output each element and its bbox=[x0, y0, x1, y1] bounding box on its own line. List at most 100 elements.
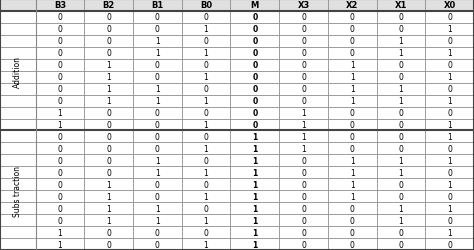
Bar bbox=[376, 202, 425, 214]
Bar bbox=[328, 0, 376, 12]
Text: 0: 0 bbox=[252, 49, 257, 58]
Text: 0: 0 bbox=[399, 180, 403, 189]
Bar bbox=[36, 36, 84, 48]
Bar bbox=[36, 12, 84, 24]
Bar bbox=[182, 95, 230, 107]
Text: X3: X3 bbox=[297, 2, 310, 11]
Bar bbox=[0, 107, 36, 119]
Text: 0: 0 bbox=[252, 14, 257, 22]
Bar bbox=[36, 48, 84, 60]
Text: 0: 0 bbox=[301, 204, 306, 213]
Text: 0: 0 bbox=[57, 132, 63, 141]
Bar bbox=[376, 24, 425, 36]
Text: 0: 0 bbox=[204, 228, 209, 236]
Bar bbox=[376, 214, 425, 226]
Bar bbox=[133, 178, 182, 190]
Bar bbox=[279, 60, 328, 72]
Text: 1: 1 bbox=[252, 156, 257, 165]
Bar bbox=[182, 12, 230, 24]
Bar bbox=[279, 167, 328, 178]
Bar bbox=[425, 60, 474, 72]
Bar bbox=[425, 131, 474, 143]
Text: 0: 0 bbox=[301, 14, 306, 22]
Text: 1: 1 bbox=[106, 97, 111, 106]
Bar bbox=[328, 202, 376, 214]
Text: 0: 0 bbox=[399, 132, 403, 141]
Text: B3: B3 bbox=[54, 2, 66, 11]
Text: 0: 0 bbox=[155, 61, 160, 70]
Text: 1: 1 bbox=[204, 216, 209, 225]
Text: 1: 1 bbox=[155, 204, 160, 213]
Text: 0: 0 bbox=[155, 228, 160, 236]
Text: 1: 1 bbox=[350, 168, 355, 177]
Bar bbox=[0, 48, 36, 60]
Bar bbox=[425, 72, 474, 83]
Text: 1: 1 bbox=[106, 204, 111, 213]
Bar bbox=[36, 83, 84, 95]
Text: 1: 1 bbox=[252, 240, 257, 248]
Bar bbox=[376, 119, 425, 131]
Bar bbox=[425, 202, 474, 214]
Bar bbox=[84, 107, 133, 119]
Text: 0: 0 bbox=[399, 108, 403, 118]
Bar bbox=[84, 214, 133, 226]
Bar bbox=[36, 214, 84, 226]
Bar bbox=[425, 155, 474, 167]
Bar bbox=[279, 131, 328, 143]
Text: 0: 0 bbox=[57, 192, 63, 201]
Text: 0: 0 bbox=[57, 204, 63, 213]
Text: 1: 1 bbox=[57, 240, 62, 248]
Bar bbox=[328, 72, 376, 83]
Bar bbox=[133, 167, 182, 178]
Bar bbox=[376, 60, 425, 72]
Text: 0: 0 bbox=[399, 73, 403, 82]
Text: 0: 0 bbox=[155, 132, 160, 141]
Text: 1: 1 bbox=[252, 180, 257, 189]
Bar bbox=[0, 143, 36, 155]
Bar bbox=[84, 24, 133, 36]
Bar bbox=[133, 190, 182, 202]
Text: 0: 0 bbox=[252, 73, 257, 82]
Text: 0: 0 bbox=[106, 14, 111, 22]
Text: 1: 1 bbox=[399, 216, 403, 225]
Bar bbox=[182, 60, 230, 72]
Text: 0: 0 bbox=[350, 108, 355, 118]
Text: 1: 1 bbox=[204, 49, 209, 58]
Bar bbox=[133, 95, 182, 107]
Text: 0: 0 bbox=[447, 14, 452, 22]
Bar bbox=[279, 24, 328, 36]
Bar bbox=[0, 155, 36, 167]
Bar bbox=[328, 12, 376, 24]
Bar bbox=[279, 48, 328, 60]
Bar bbox=[279, 107, 328, 119]
Text: 1: 1 bbox=[399, 49, 403, 58]
Bar bbox=[279, 36, 328, 48]
Text: 0: 0 bbox=[301, 25, 306, 34]
Bar bbox=[230, 0, 279, 12]
Bar bbox=[425, 238, 474, 250]
Text: 0: 0 bbox=[57, 180, 63, 189]
Bar bbox=[0, 36, 36, 48]
Text: 0: 0 bbox=[447, 61, 452, 70]
Bar bbox=[36, 190, 84, 202]
Text: 1: 1 bbox=[447, 156, 452, 165]
Text: 1: 1 bbox=[447, 97, 452, 106]
Bar bbox=[133, 119, 182, 131]
Text: B1: B1 bbox=[151, 2, 164, 11]
Bar bbox=[133, 24, 182, 36]
Bar bbox=[133, 202, 182, 214]
Bar bbox=[230, 83, 279, 95]
Bar bbox=[84, 48, 133, 60]
Text: 0: 0 bbox=[350, 228, 355, 236]
Text: 0: 0 bbox=[301, 240, 306, 248]
Bar bbox=[36, 119, 84, 131]
Bar bbox=[84, 0, 133, 12]
Bar bbox=[425, 143, 474, 155]
Bar bbox=[36, 155, 84, 167]
Bar bbox=[230, 24, 279, 36]
Text: 0: 0 bbox=[57, 49, 63, 58]
Text: 1: 1 bbox=[447, 132, 452, 141]
Bar bbox=[133, 72, 182, 83]
Text: 0: 0 bbox=[204, 85, 209, 94]
Bar bbox=[425, 12, 474, 24]
